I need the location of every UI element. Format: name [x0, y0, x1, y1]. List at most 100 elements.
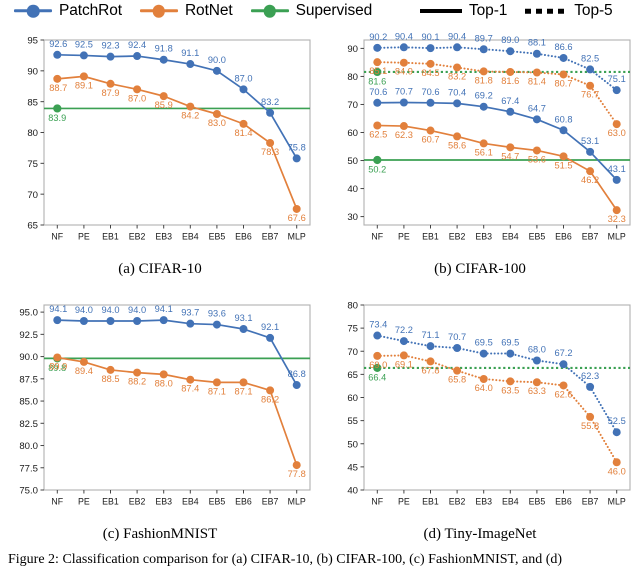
data-point-label: 83.2 — [448, 71, 466, 81]
x-tick-label: EB4 — [182, 497, 199, 507]
data-point — [453, 99, 462, 108]
data-point-label: 63.0 — [608, 128, 626, 138]
x-tick-label: EB6 — [555, 232, 572, 242]
y-tick-label: 50 — [347, 439, 358, 450]
data-point-label: 75.8 — [288, 142, 306, 152]
y-tick-label: 90.0 — [19, 352, 38, 363]
data-point — [479, 67, 488, 76]
data-point-label: 86.2 — [261, 394, 279, 404]
subplot-caption-a: (a) CIFAR-10 — [118, 261, 202, 277]
x-tick-label: EB1 — [422, 232, 439, 242]
data-point — [373, 121, 382, 130]
data-point-label: 94.0 — [75, 305, 93, 315]
data-point — [559, 360, 568, 369]
legend-series-group: PatchRot RotNet Supervised — [14, 2, 390, 20]
data-point — [612, 458, 621, 467]
series-line-rotnet-top-1 — [376, 124, 618, 211]
data-point-label: 94.0 — [101, 305, 119, 315]
data-point-label: 69.5 — [501, 338, 519, 348]
x-tick-label: EB7 — [262, 232, 279, 242]
data-point — [479, 45, 488, 54]
y-tick-label: 65 — [27, 221, 38, 232]
data-point-label: 53.6 — [528, 154, 546, 164]
x-tick-label: EB2 — [129, 497, 146, 507]
x-tick-label: MLP — [608, 497, 626, 507]
data-point — [532, 356, 541, 365]
data-point — [212, 378, 221, 387]
data-point-label: 94.1 — [49, 304, 67, 314]
data-point — [239, 85, 248, 94]
data-point-label: 93.6 — [208, 309, 226, 319]
data-point-label: 70.7 — [448, 332, 466, 342]
data-point-label: 68.0 — [528, 345, 546, 355]
y-tick-label: 85.0 — [19, 397, 38, 408]
legend-linestyle-group: Top-1 Top-5 — [420, 2, 631, 20]
data-point — [159, 55, 168, 64]
data-point-label: 89.7 — [475, 33, 493, 43]
data-point — [479, 139, 488, 148]
x-tick-label: EB5 — [529, 497, 546, 507]
data-point — [559, 53, 568, 62]
y-tick-label: 30 — [347, 212, 358, 223]
x-tick-label: EB3 — [475, 232, 492, 242]
data-point — [266, 386, 275, 395]
supervised-value-label: 81.6 — [368, 76, 386, 86]
data-point — [53, 316, 62, 325]
series-line-patchrot-top-1 — [376, 101, 618, 181]
data-point-label: 64.0 — [475, 383, 493, 393]
x-tick-label: EB2 — [449, 497, 466, 507]
data-point-label: 32.3 — [608, 214, 626, 224]
x-tick-label: PE — [398, 232, 410, 242]
legend-label: Top-1 — [469, 2, 508, 19]
y-tick-label: 70 — [27, 190, 38, 201]
data-point-label: 43.1 — [608, 164, 626, 174]
data-point-label: 69.2 — [475, 91, 493, 101]
y-tick-label: 40 — [347, 184, 358, 195]
legend-marker-supervised-icon — [250, 4, 289, 18]
data-point — [532, 49, 541, 58]
data-point-label: 69.0 — [369, 360, 387, 370]
x-tick-label: EB7 — [582, 232, 599, 242]
data-point-label: 91.8 — [155, 44, 173, 54]
y-tick-label: 77.5 — [19, 463, 38, 474]
data-point — [586, 382, 595, 391]
x-tick-label: EB6 — [235, 497, 252, 507]
y-tick-label: 90 — [347, 44, 358, 55]
data-point — [292, 154, 301, 163]
subplot-tinyimagenet: 40 45 50 55 60 65 70 75 80 NF PE EB1 EB2 EB3 EB4 EB5 EB6… — [320, 293, 640, 548]
data-point-label: 67.4 — [501, 96, 519, 106]
data-point — [399, 337, 408, 346]
data-point — [53, 50, 62, 59]
data-point-label: 67.6 — [288, 213, 306, 223]
data-point-label: 55.8 — [581, 421, 599, 431]
x-tick-label: EB1 — [102, 497, 119, 507]
x-tick-label: MLP — [288, 232, 306, 242]
data-point — [239, 378, 248, 387]
data-point-label: 88.0 — [155, 378, 173, 388]
data-point — [159, 370, 168, 379]
data-point-label: 93.1 — [234, 313, 252, 323]
y-tick-label: 60 — [347, 128, 358, 139]
data-point-label: 81.8 — [475, 75, 493, 85]
data-point-label: 92.4 — [128, 40, 146, 50]
data-point-label: 56.1 — [475, 147, 493, 157]
y-tick-label: 45 — [347, 462, 358, 473]
x-tick-label: EB2 — [449, 232, 466, 242]
x-tick-label: EB4 — [502, 232, 519, 242]
x-tick-label: EB3 — [155, 497, 172, 507]
y-tick-label: 85 — [27, 97, 38, 108]
data-point — [612, 175, 621, 184]
data-point-label: 81.6 — [501, 76, 519, 86]
data-point — [292, 204, 301, 213]
data-point — [79, 317, 88, 326]
data-point-label: 60.7 — [421, 135, 439, 145]
data-point-label: 69.5 — [475, 338, 493, 348]
data-point-label: 81.4 — [528, 77, 546, 87]
x-tick-label: EB3 — [475, 497, 492, 507]
y-tick-label: 75.0 — [19, 486, 38, 497]
legend-item-top-5: Top-5 — [525, 2, 613, 20]
data-point — [559, 126, 568, 135]
y-tick-label: 70 — [347, 100, 358, 111]
data-point-label: 90.0 — [208, 55, 226, 65]
